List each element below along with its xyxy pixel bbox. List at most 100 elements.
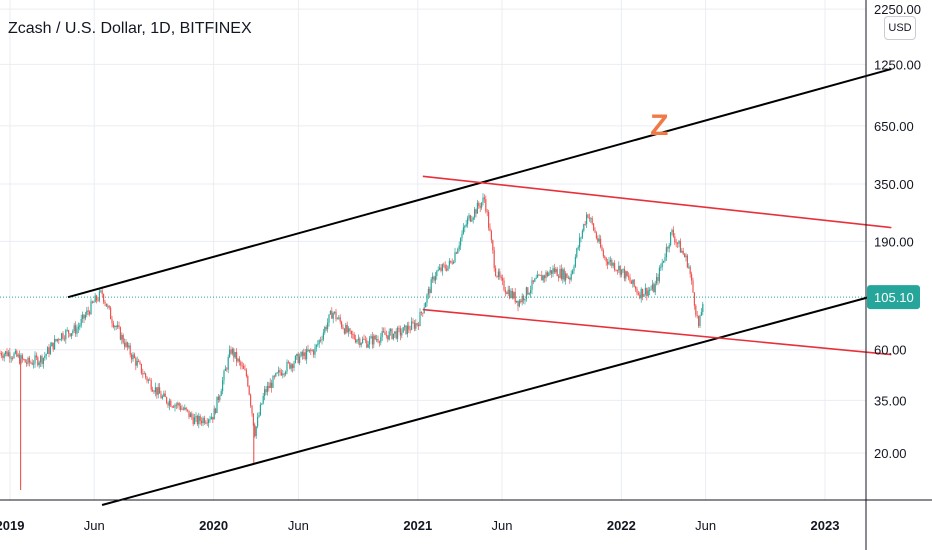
candle-body xyxy=(475,209,477,214)
y-tick-label: 650.00 xyxy=(874,119,914,134)
x-tick-label: 2021 xyxy=(403,518,432,533)
candle-body xyxy=(125,342,127,347)
candle-body xyxy=(566,273,568,278)
candle-body xyxy=(478,202,480,207)
candle-body xyxy=(412,321,414,323)
candle-body xyxy=(16,350,18,357)
candle-body xyxy=(280,372,282,376)
candle-body xyxy=(685,255,687,258)
candle-body xyxy=(584,224,586,225)
candle-body xyxy=(622,268,624,270)
candle-body xyxy=(101,290,103,295)
candle-body xyxy=(440,267,442,272)
candle-body xyxy=(573,266,575,271)
candle-body xyxy=(591,218,593,224)
candle-body xyxy=(511,290,513,298)
candle-body xyxy=(383,331,385,332)
candle-body xyxy=(231,348,233,354)
y-tick-label: 20.00 xyxy=(874,446,907,461)
candle-body xyxy=(313,350,315,355)
candle-body xyxy=(59,339,61,341)
candle-body xyxy=(677,242,679,244)
candle-body xyxy=(7,352,9,356)
candle-body xyxy=(328,314,330,323)
candle-body xyxy=(686,255,688,268)
candle-body xyxy=(264,389,266,397)
candle-body xyxy=(251,405,253,414)
candle-body xyxy=(273,376,275,377)
candle-body xyxy=(356,339,358,343)
candle-body xyxy=(210,416,212,420)
candle-body xyxy=(300,352,302,357)
candle-body xyxy=(219,395,221,400)
candle-body xyxy=(49,346,51,354)
candle-body xyxy=(110,307,112,320)
candle-body xyxy=(173,406,175,408)
candle-body xyxy=(268,385,270,389)
candle-body xyxy=(521,296,523,303)
candle-body xyxy=(465,224,467,226)
candle-body xyxy=(33,363,35,365)
candle-body xyxy=(447,265,449,271)
candle-body xyxy=(595,232,597,238)
candle-body xyxy=(140,363,142,374)
candle-body xyxy=(301,352,303,356)
candle-body xyxy=(93,302,95,303)
candle-body xyxy=(401,332,403,336)
candle-body xyxy=(369,338,371,345)
candle-body xyxy=(587,214,589,218)
candle-body xyxy=(69,333,71,337)
candle-body xyxy=(350,330,352,335)
candle-body xyxy=(254,425,256,437)
candle-body xyxy=(202,417,204,424)
candle-body xyxy=(153,391,155,393)
candle-body xyxy=(353,334,355,339)
candle-body xyxy=(702,303,704,313)
candle-body xyxy=(408,325,410,330)
candle-body xyxy=(307,349,309,352)
candle-body xyxy=(45,353,47,356)
candle-body xyxy=(0,352,1,354)
candle-body xyxy=(367,344,369,348)
candle-body xyxy=(633,279,635,287)
candle-body xyxy=(532,280,534,282)
candle-body xyxy=(538,274,540,276)
candle-body xyxy=(605,257,607,262)
candle-body xyxy=(496,276,498,277)
candle-body xyxy=(315,344,317,348)
candle-body xyxy=(482,197,484,203)
candle-body xyxy=(658,267,660,281)
candle-body xyxy=(285,371,287,375)
candle-body xyxy=(696,315,698,316)
candle-body xyxy=(111,319,113,324)
candle-body xyxy=(681,250,683,253)
candle-body xyxy=(177,403,179,405)
candle-body xyxy=(276,372,278,374)
candle-body xyxy=(233,348,235,358)
currency-button[interactable]: USD xyxy=(884,16,916,40)
candle-body xyxy=(384,331,386,335)
candle-body xyxy=(502,278,504,281)
candle-body xyxy=(3,353,5,358)
candle-body xyxy=(544,275,546,279)
y-tick-label: 350.00 xyxy=(874,177,914,192)
candle-body xyxy=(553,268,555,273)
candle-body xyxy=(700,312,702,316)
candle-body xyxy=(614,263,616,270)
candle-body xyxy=(44,355,46,358)
candle-body xyxy=(392,333,394,339)
candle-body xyxy=(546,272,548,276)
candle-body xyxy=(164,393,166,398)
candle-body xyxy=(189,413,191,418)
candle-body xyxy=(514,292,516,303)
candle-body xyxy=(222,380,224,392)
candle-body xyxy=(342,327,344,329)
candle-body xyxy=(269,382,271,389)
candle-body xyxy=(306,349,308,360)
candle-body xyxy=(34,355,36,364)
candle-body xyxy=(479,206,481,208)
candle-body xyxy=(503,280,505,291)
candle-body xyxy=(121,335,123,340)
